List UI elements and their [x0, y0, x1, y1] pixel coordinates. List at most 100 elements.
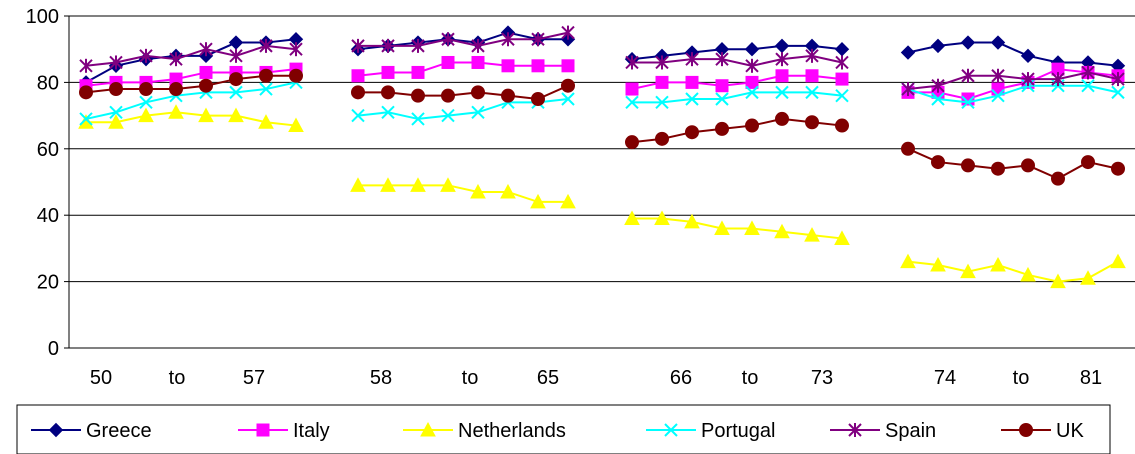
data-point-italy	[531, 59, 545, 73]
legend-marker-circle-icon	[1019, 423, 1033, 437]
legend-label: Spain	[885, 420, 936, 442]
data-point-spain	[1081, 65, 1095, 80]
data-point-uk	[835, 118, 849, 133]
data-point-spain	[441, 32, 455, 47]
y-tick-labels: 0 20 40 60 80 100	[26, 6, 59, 360]
data-point-spain	[381, 38, 395, 53]
data-point-uk	[411, 88, 425, 103]
data-point-netherlands	[108, 114, 124, 129]
series-line-netherlands-group-1	[86, 111, 297, 127]
y-tick-label: 60	[37, 139, 59, 161]
data-point-netherlands	[960, 263, 976, 279]
data-point-netherlands	[530, 193, 546, 209]
series-line-spain-group-2	[358, 31, 569, 47]
x-tick-label: 50	[90, 367, 112, 389]
data-point-netherlands	[744, 220, 760, 235]
data-point-spain	[745, 58, 759, 73]
data-point-uk	[169, 82, 183, 97]
data-point-portugal	[471, 105, 485, 119]
legend-item-netherlands: Netherlands	[403, 420, 566, 442]
data-point-uk	[625, 135, 639, 150]
data-point-uk	[381, 85, 395, 100]
data-point-netherlands	[1020, 266, 1036, 282]
data-point-uk	[441, 88, 455, 103]
data-point-spain	[199, 42, 213, 57]
data-point-uk	[471, 85, 485, 100]
data-point-portugal	[991, 88, 1005, 103]
series-line-spain-group-4	[907, 71, 1119, 91]
data-point-netherlands	[380, 177, 396, 192]
data-point-portugal	[1081, 79, 1095, 93]
series-line-spain-group-3	[632, 54, 843, 67]
x-tick-label: 74	[934, 367, 956, 389]
data-point-portugal	[561, 92, 575, 106]
data-point-netherlands	[500, 183, 516, 199]
data-point-spain	[1111, 72, 1125, 87]
data-point-portugal	[411, 112, 425, 126]
gridlines	[69, 15, 1135, 283]
axes	[64, 15, 1135, 349]
data-point-netherlands	[138, 107, 154, 123]
legend-label: Greece	[86, 420, 152, 442]
data-point-uk	[1081, 155, 1095, 170]
data-point-netherlands	[804, 227, 820, 242]
x-tick-label: 57	[243, 367, 265, 389]
data-point-portugal	[109, 105, 123, 119]
data-point-netherlands	[228, 107, 244, 123]
data-point-italy	[685, 75, 699, 89]
data-point-italy	[501, 59, 515, 73]
data-point-italy	[199, 65, 213, 79]
data-point-spain	[471, 38, 485, 53]
data-point-spain	[715, 52, 729, 67]
data-point-portugal	[835, 88, 849, 103]
x-tick-label: 73	[811, 367, 833, 389]
legend: Greece Italy Netherlands Portugal Spain UK	[16, 404, 1111, 454]
data-point-netherlands	[684, 213, 700, 229]
legend-item-spain: Spain	[830, 420, 936, 442]
data-point-greece	[774, 38, 790, 54]
x-tick-label: to	[169, 367, 186, 389]
data-point-uk	[961, 158, 975, 173]
data-point-italy	[625, 82, 639, 96]
y-tick-label: 100	[26, 6, 59, 28]
series-layer	[78, 25, 1126, 289]
data-point-uk	[561, 78, 575, 93]
data-point-spain	[109, 55, 123, 70]
data-point-portugal	[805, 85, 819, 100]
data-point-greece	[744, 41, 760, 57]
data-point-netherlands	[624, 210, 640, 226]
legend-item-greece: Greece	[31, 420, 152, 442]
data-point-uk	[1021, 158, 1035, 173]
legend-item-italy: Italy	[238, 420, 330, 442]
data-point-portugal	[79, 112, 93, 126]
series-line-portugal-group-3	[632, 91, 843, 104]
data-point-portugal	[351, 108, 365, 123]
data-point-netherlands	[198, 107, 214, 123]
data-point-spain	[289, 42, 303, 57]
data-point-portugal	[1111, 85, 1125, 100]
data-point-uk	[199, 78, 213, 93]
data-point-netherlands	[714, 220, 730, 235]
data-point-greece	[990, 35, 1006, 50]
data-point-greece	[1020, 48, 1036, 64]
series-line-spain-group-1	[85, 44, 297, 67]
data-point-italy	[775, 69, 789, 83]
series-line-portugal-group-4	[907, 84, 1119, 104]
data-point-netherlands	[1080, 270, 1096, 285]
x-tick-label: to	[742, 367, 759, 389]
data-point-greece	[960, 35, 976, 50]
series-line-netherlands-group-4	[907, 260, 1119, 283]
data-point-italy	[655, 75, 669, 89]
data-point-portugal	[625, 95, 639, 110]
data-point-spain	[901, 82, 915, 97]
data-point-netherlands	[258, 114, 274, 129]
data-point-uk	[501, 88, 515, 103]
data-point-spain	[531, 32, 545, 47]
data-point-spain	[139, 48, 153, 63]
data-point-italy	[351, 69, 365, 83]
data-point-uk	[1111, 161, 1125, 176]
data-point-spain	[79, 58, 93, 73]
data-point-italy	[411, 65, 425, 79]
x-tick-label: to	[462, 367, 479, 389]
